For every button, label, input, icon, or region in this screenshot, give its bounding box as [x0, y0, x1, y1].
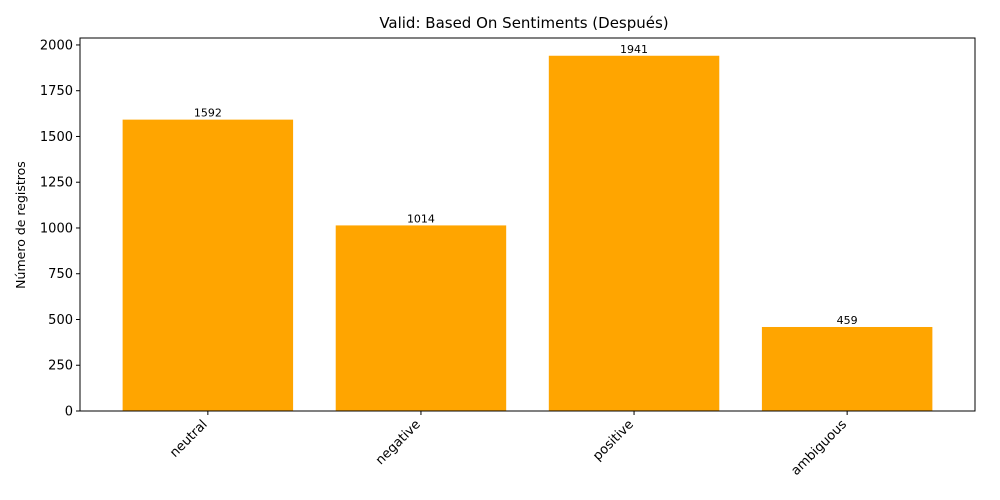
bar-value-label: 459	[837, 314, 858, 327]
bars-group	[122, 55, 933, 412]
y-tick-label: 2000	[40, 38, 73, 53]
x-tick-label-negative: negative	[373, 417, 424, 468]
x-tick-label-neutral: neutral	[167, 417, 210, 460]
y-tick-label: 1750	[40, 84, 73, 99]
bar-value-label: 1592	[194, 107, 222, 120]
y-tick-label: 1000	[40, 221, 73, 236]
x-tick-label-positive: positive	[590, 417, 637, 464]
y-tick-label: 250	[48, 359, 73, 374]
y-axis-label: Número de registros	[13, 161, 28, 289]
y-tick-label: 1250	[40, 176, 73, 191]
bar-positive	[548, 55, 720, 412]
x-axis-ticks: neutral negative positive ambiguous	[167, 411, 850, 479]
bar-ambiguous	[761, 326, 933, 411]
x-tick-label-ambiguous: ambiguous	[788, 417, 850, 479]
chart-title: Valid: Based On Sentiments (Después)	[379, 14, 668, 32]
bar-negative	[335, 225, 507, 411]
plot-frame	[79, 37, 976, 412]
bar-value-label: 1941	[620, 43, 648, 56]
bar-labels-group: 1592 1014 1941 459	[194, 43, 858, 327]
bar-value-label: 1014	[407, 212, 435, 225]
y-tick-label: 500	[48, 313, 73, 328]
y-tick-label: 0	[65, 405, 73, 420]
y-tick-label: 1500	[40, 130, 73, 145]
y-tick-label: 750	[48, 267, 73, 282]
y-axis-ticks: 0 250 500 750 1000 1250 1500 1750 2000	[40, 38, 80, 420]
bar-neutral	[122, 119, 294, 412]
